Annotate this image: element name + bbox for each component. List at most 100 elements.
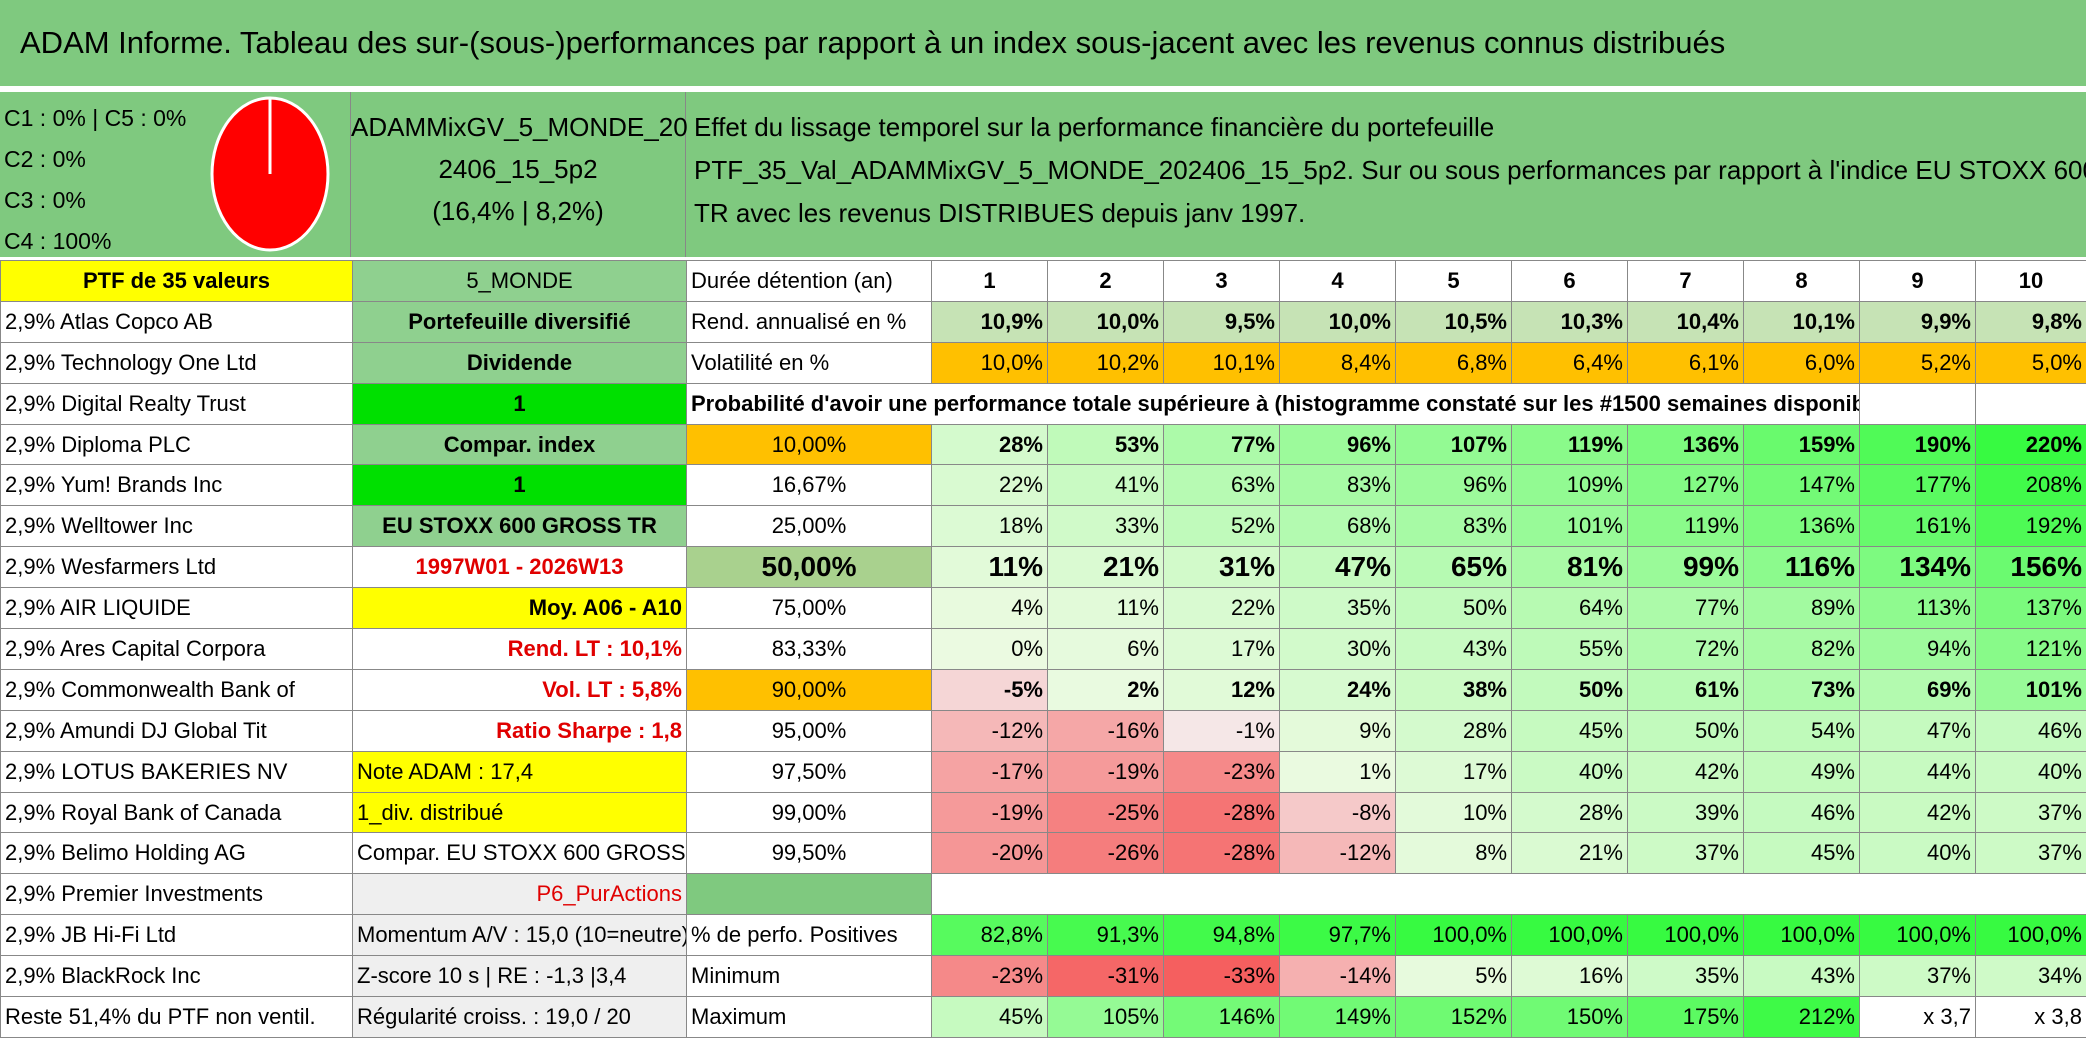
quantile-value: 116% [1743,546,1860,589]
quantile-value: 11% [931,546,1048,589]
holding-name: 2,9% Premier Investments [0,873,353,916]
quantile-value: 161% [1859,505,1976,548]
quantile-value: 127% [1627,464,1744,507]
holding-name: 2,9% Technology One Ltd [0,341,353,384]
quantile-value: 119% [1511,423,1628,466]
positives-value: 100,0% [1511,914,1628,957]
holding-name: Reste 51,4% du PTF non ventil. [0,996,353,1038]
quantile-value: 119% [1627,505,1744,548]
minimum-value: 35% [1627,955,1744,998]
quantile-label: 99,00% [686,791,932,834]
quantile-value: 18% [931,505,1048,548]
quantile-value: 24% [1279,668,1396,711]
quantile-value: 54% [1743,709,1860,752]
quantile-value: 39% [1627,791,1744,834]
quantile-value: 53% [1047,423,1164,466]
quantile-value: 99% [1627,546,1744,589]
table-row: 2,9% Ares Capital Corpora Rend. LT : 10,1… [0,628,2086,670]
maximum-value: 150% [1511,996,1628,1038]
rend-value: 9,9% [1859,300,1976,343]
quantile-value: 38% [1395,668,1512,711]
description: Effet du lissage temporel sur la perform… [690,92,2086,257]
quantile-value: 42% [1627,750,1744,793]
minimum-value: -31% [1047,955,1164,998]
table-row: 2,9% AIR LIQUIDE Moy. A06 - A10 75,00% 4% 11… [0,587,2086,630]
quantile-value: -25% [1047,791,1164,834]
quantile-value: 28% [931,423,1048,466]
quantile-value: 136% [1743,505,1860,548]
holding-name: 2,9% Belimo Holding AG [0,832,353,875]
quantile-value: 109% [1511,464,1628,507]
table-row: Reste 51,4% du PTF non ventil. Régularité… [0,996,2086,1038]
table-row: 2,9% Digital Realty Trust 1 Probabilité d'… [0,382,2086,425]
quantile-value: 10% [1395,791,1512,834]
vol-value: 6,0% [1743,341,1860,384]
quantile-value: 96% [1395,464,1512,507]
holding-name: 2,9% Commonwealth Bank of [0,668,353,711]
quantile-value: 61% [1627,668,1744,711]
holding-name: 2,9% Yum! Brands Inc [0,464,353,507]
table-row: 2,9% Belimo Holding AG Compar. EU STOXX 6… [0,832,2086,875]
portfolio-name-line: ADAMMixGV_5_MONDE_20 [351,112,688,142]
quantile-value: 45% [1511,709,1628,752]
table-row: 2,9% Technology One Ltd Dividende Volatili… [0,341,2086,384]
quantile-value: 28% [1395,709,1512,752]
table-row: 2,9% Commonwealth Bank of Vol. LT : 5,8% 9… [0,668,2086,711]
quantile-value: 17% [1395,750,1512,793]
info-row: C1 : 0% | C5 : 0% C2 : 0% C3 : 0% C4 : 1… [0,92,2086,257]
rend-value: 10,9% [931,300,1048,343]
rend-value: 10,3% [1511,300,1628,343]
portfolio-name: ADAMMixGV_5_MONDE_20 2406_15_5p2 (16,4% … [350,92,688,257]
quantile-value: 0% [931,628,1048,670]
quantile-value: 192% [1975,505,2086,548]
holding-name: 2,9% JB Hi-Fi Ltd [0,914,353,957]
holding-name: 2,9% Amundi DJ Global Tit [0,709,353,752]
quantile-value: -5% [931,668,1048,711]
maximum-value: 212% [1743,996,1860,1038]
vol-value: 10,1% [1163,341,1280,384]
quantile-value: 43% [1395,628,1512,670]
description-line: TR avec les revenus DISTRIBUES depuis ja… [694,198,1306,228]
rend-label: Rend. annualisé en % [686,300,932,343]
quantile-value: 42% [1859,791,1976,834]
year-header: 1 [931,260,1048,302]
table-row: 2,9% BlackRock Inc Z-score 10 s | RE : -1… [0,955,2086,998]
holding-name: 2,9% Atlas Copco AB [0,300,353,343]
positives-value: 100,0% [1743,914,1860,957]
vol-label: Volatilité en % [686,341,932,384]
maximum-value: 105% [1047,996,1164,1038]
holding-name: 2,9% AIR LIQUIDE [0,587,353,630]
positives-label: % de perfo. Positives [686,914,932,957]
rend-value: 10,0% [1047,300,1164,343]
minimum-value: -14% [1279,955,1396,998]
vol-value: 6,8% [1395,341,1512,384]
minimum-value: 5% [1395,955,1512,998]
duration-label: Durée détention (an) [686,260,932,302]
quantile-value: 46% [1743,791,1860,834]
param-sharpe: Ratio Sharpe : 1,8 [352,709,687,752]
quantile-value: 35% [1279,587,1396,630]
holding-name: 2,9% Royal Bank of Canada [0,791,353,834]
rend-value: 9,5% [1163,300,1280,343]
positives-value: 100,0% [1975,914,2086,957]
quantile-value: 40% [1975,750,2086,793]
minimum-value: 43% [1743,955,1860,998]
positives-value: 82,8% [931,914,1048,957]
quantile-value: -19% [931,791,1048,834]
vol-value: 10,2% [1047,341,1164,384]
quantile-value: 101% [1511,505,1628,548]
quantile-value: 11% [1047,587,1164,630]
empty-cell [686,873,932,916]
quantile-label: 50,00% [686,546,932,589]
quantile-value: 83% [1279,464,1396,507]
quantile-value: 77% [1627,587,1744,630]
quantile-value: 136% [1627,423,1744,466]
quantile-value: 113% [1859,587,1976,630]
report-title: ADAM Informe. Tableau des sur-(sous-)per… [0,0,2086,86]
positives-value: 100,0% [1627,914,1744,957]
quantile-value: 47% [1279,546,1396,589]
quantile-value: 63% [1163,464,1280,507]
quantile-value: 47% [1859,709,1976,752]
positives-value: 91,3% [1047,914,1164,957]
quantile-value: -8% [1279,791,1396,834]
